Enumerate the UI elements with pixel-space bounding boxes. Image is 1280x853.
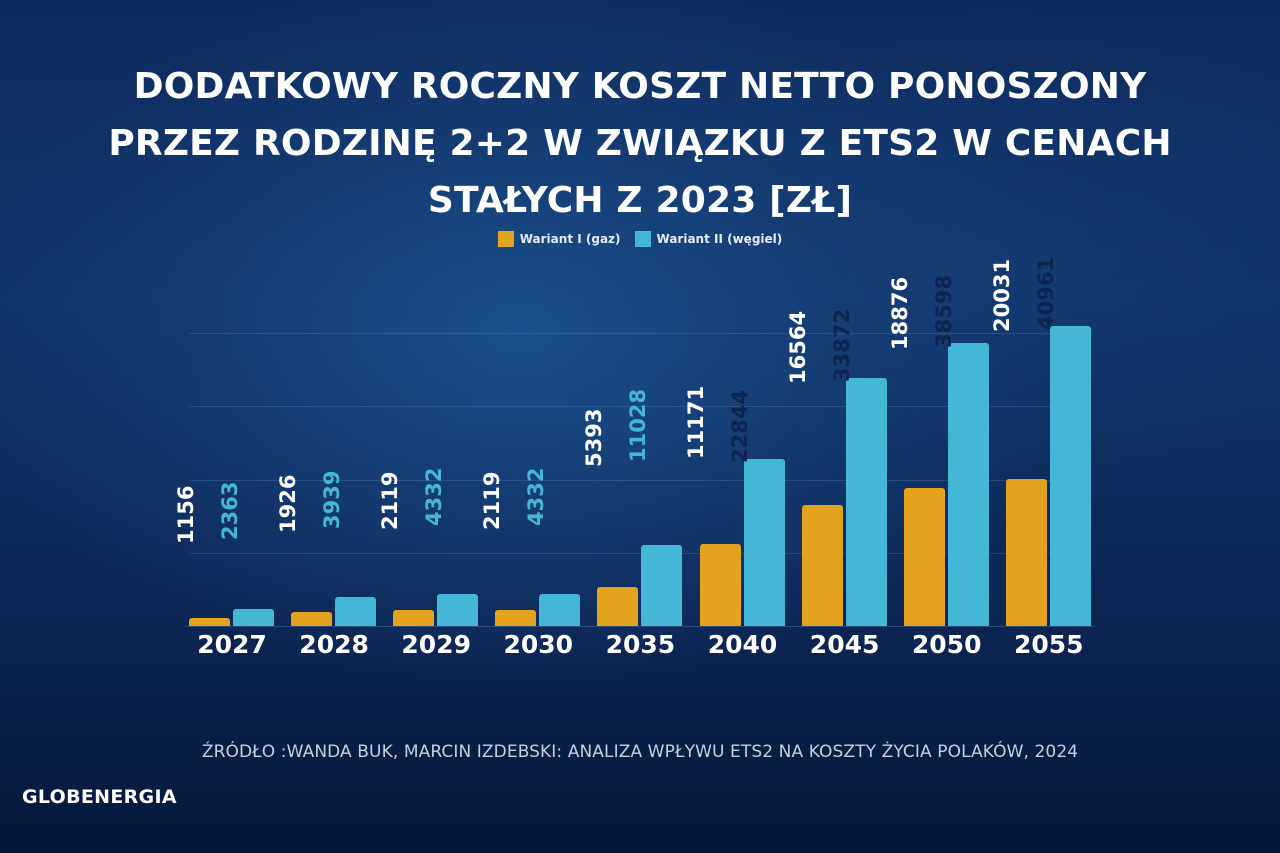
x-axis-baseline [185, 626, 1095, 627]
bar-gas [699, 544, 741, 626]
chart-title: DODATKOWY ROCZNY KOSZT NETTO PONOSZONY P… [0, 58, 1280, 229]
bar-gas [393, 610, 435, 626]
gridline [189, 479, 1091, 481]
x-axis-label: 2045 [809, 630, 880, 659]
gridline [189, 552, 1091, 554]
x-axis-label: 2027 [197, 630, 267, 659]
legend-label-coal: Wariant II (węgiel) [656, 232, 783, 246]
bar-gas [903, 487, 945, 626]
bar-coal [641, 545, 683, 626]
x-axis-label: 2028 [299, 630, 369, 659]
bar-coal [1049, 326, 1091, 626]
bar-coal [845, 377, 887, 626]
title-line-3: STAŁYCH Z 2023 [ZŁ] [427, 180, 853, 221]
legend-item-coal: Wariant II (węgiel) [634, 231, 783, 247]
bar-gas [495, 610, 537, 626]
x-axis-label: 2040 [707, 630, 778, 659]
title-line-2: PRZEZ RODZINĘ 2+2 W ZWIĄZKU Z ETS2 W CEN… [108, 123, 1172, 164]
globenergia-logo: GLOBENERGIA [22, 786, 177, 808]
legend: Wariant I (gaz) Wariant II (węgiel) [0, 231, 1280, 247]
legend-swatch-coal [634, 231, 651, 247]
bar-coal [743, 458, 785, 626]
gridline [189, 333, 1091, 335]
bar-coal [947, 343, 989, 626]
gridline [189, 406, 1091, 408]
legend-item-gas: Wariant I (gaz) [497, 231, 621, 247]
legend-label-gas: Wariant I (gaz) [519, 232, 621, 246]
bar-coal [233, 608, 274, 626]
x-axis-label: 2030 [503, 630, 574, 659]
x-axis-label: 2029 [401, 630, 471, 659]
bar-coal [437, 594, 479, 626]
bar-gas [291, 611, 333, 626]
title-line-1: DODATKOWY ROCZNY KOSZT NETTO PONOSZONY [133, 66, 1147, 107]
x-axis-label: 2055 [1014, 630, 1084, 659]
bar-gas [189, 617, 230, 626]
bar-coal [335, 597, 377, 626]
source-note: ŹRÓDŁO :WANDA BUK, MARCIN IZDEBSKI: ANAL… [201, 742, 1079, 762]
x-axis-label: 2050 [911, 630, 982, 659]
bar-gas [801, 504, 843, 626]
bar-gas [597, 586, 639, 626]
legend-swatch-gas [497, 231, 514, 247]
x-axis-label: 2035 [605, 630, 676, 659]
bar-coal [539, 594, 581, 626]
bar-gas [1005, 479, 1047, 626]
